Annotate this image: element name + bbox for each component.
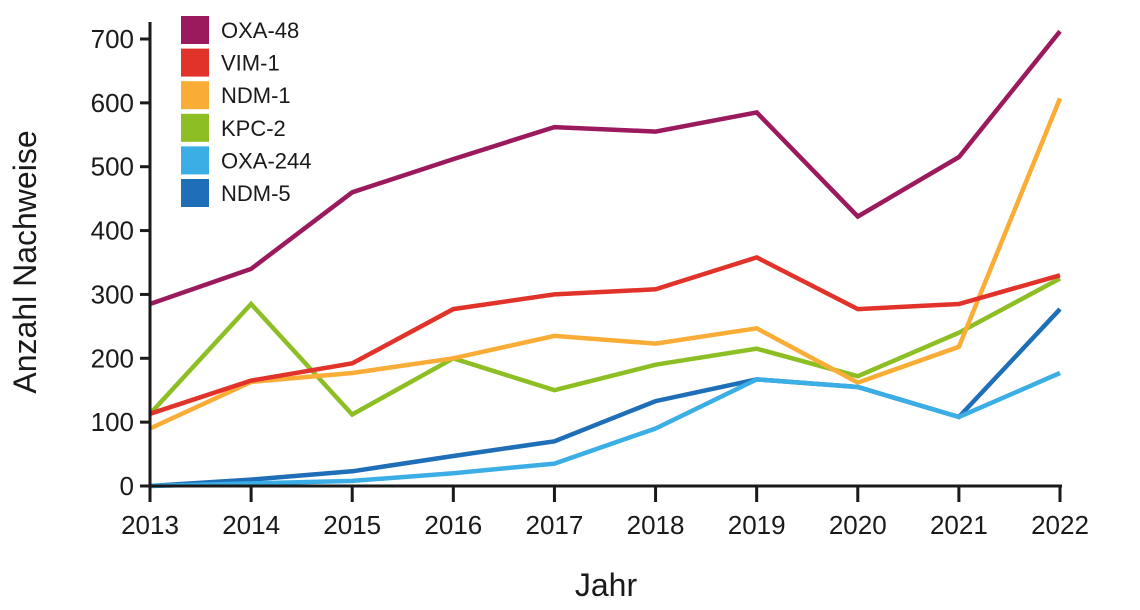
series-line-oxa-244 [149,370,1061,489]
legend-swatch-ndm-1 [181,81,209,110]
x-tick-label: 2021 [930,510,988,540]
legend-label-kpc-2: KPC-2 [221,116,286,141]
y-tick-label: 200 [91,343,134,373]
x-axis-title: Jahr [575,567,638,603]
y-axis-title: Anzahl Nachweise [7,130,43,393]
y-tick-label: 700 [91,24,134,54]
legend-label-ndm-5: NDM-5 [221,181,291,206]
legend-swatch-ndm-5 [181,179,209,207]
x-tick-label: 2019 [728,510,786,540]
legend: OXA-48 VIM-1 NDM-1 KPC-2 OXA-244 NDM-5 [181,16,312,207]
x-tick-label: 2020 [829,510,887,540]
y-tick-label: 100 [91,407,134,437]
y-tick-label: 500 [91,152,134,182]
x-tick-label: 2015 [323,510,381,540]
legend-label-vim-1: VIM-1 [221,51,280,76]
legend-label-oxa-244: OXA-244 [221,148,312,173]
y-tick-label: 400 [91,216,134,246]
y-tick-label: 0 [120,471,134,501]
series-line-oxa-48 [149,29,1062,307]
legend-swatch-vim-1 [181,48,209,77]
y-tick-label: 600 [91,88,134,118]
legend-swatch-kpc-2 [181,113,209,142]
legend-label-ndm-1: NDM-1 [221,83,291,108]
axes [148,22,1062,488]
x-tick-label: 2013 [121,510,179,540]
x-axis-ticks: 2013 2014 2015 2016 2017 2018 2019 2020 2021 2022 [121,486,1089,540]
x-tick-label: 2018 [627,510,685,540]
legend-swatch-oxa-48 [181,16,209,44]
series-line-ndm-5 [149,307,1062,489]
legend-label-oxa-48: OXA-48 [221,18,299,43]
series-line-kpc-2 [148,276,1062,418]
series-line-ndm-1 [149,97,1063,431]
series-line-vim-1 [149,254,1061,416]
series-lines [148,29,1063,489]
x-tick-label: 2017 [526,510,584,540]
x-tick-label: 2014 [222,510,280,540]
legend-swatch-oxa-244 [181,146,209,175]
x-tick-label: 2016 [424,510,482,540]
y-axis-ticks: 0 100 200 300 400 500 600 700 [91,24,150,501]
x-tick-label: 2022 [1031,510,1089,540]
y-tick-label: 300 [91,279,134,309]
